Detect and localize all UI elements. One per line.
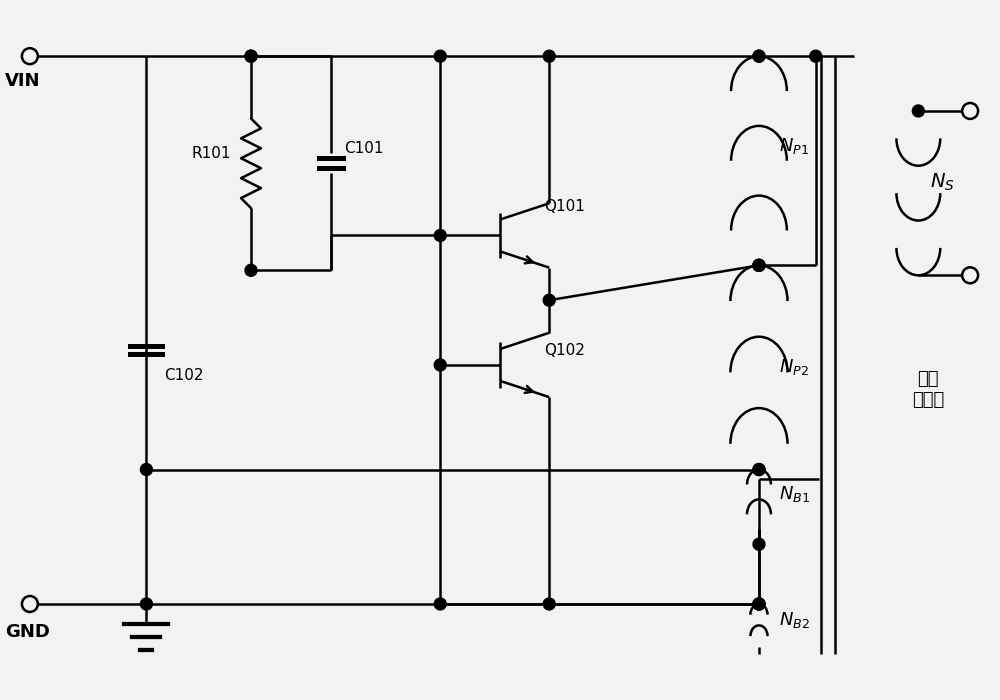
Circle shape	[434, 50, 446, 62]
Circle shape	[962, 267, 978, 284]
Circle shape	[543, 294, 555, 306]
Text: R101: R101	[191, 146, 231, 161]
Text: 耦合
变压器: 耦合 变压器	[912, 370, 944, 410]
Circle shape	[434, 359, 446, 371]
Circle shape	[245, 265, 257, 277]
Text: C101: C101	[345, 141, 384, 156]
Circle shape	[753, 538, 765, 550]
Circle shape	[753, 260, 765, 272]
Text: $N_{P1}$: $N_{P1}$	[779, 136, 809, 156]
Text: Q102: Q102	[544, 343, 585, 358]
Circle shape	[753, 50, 765, 62]
Text: $N_{B2}$: $N_{B2}$	[779, 610, 810, 631]
Circle shape	[753, 598, 765, 610]
Text: C102: C102	[164, 368, 204, 383]
Text: Q101: Q101	[544, 199, 585, 214]
Text: $N_S$: $N_S$	[930, 172, 955, 193]
Circle shape	[753, 598, 765, 610]
Circle shape	[140, 598, 152, 610]
Text: $N_{B1}$: $N_{B1}$	[779, 484, 810, 505]
Circle shape	[434, 230, 446, 242]
Text: $N_{P2}$: $N_{P2}$	[779, 358, 809, 377]
Circle shape	[962, 103, 978, 119]
Circle shape	[753, 463, 765, 475]
Circle shape	[245, 50, 257, 62]
Circle shape	[753, 260, 765, 272]
Circle shape	[753, 463, 765, 475]
Circle shape	[140, 463, 152, 475]
Circle shape	[22, 596, 38, 612]
Text: VIN: VIN	[5, 72, 40, 90]
Circle shape	[753, 598, 765, 610]
Circle shape	[22, 48, 38, 64]
Circle shape	[753, 50, 765, 62]
Circle shape	[753, 260, 765, 272]
Circle shape	[810, 50, 822, 62]
Circle shape	[434, 598, 446, 610]
Circle shape	[245, 50, 257, 62]
Text: GND: GND	[5, 623, 50, 641]
Circle shape	[543, 598, 555, 610]
Circle shape	[543, 50, 555, 62]
Circle shape	[912, 105, 924, 117]
